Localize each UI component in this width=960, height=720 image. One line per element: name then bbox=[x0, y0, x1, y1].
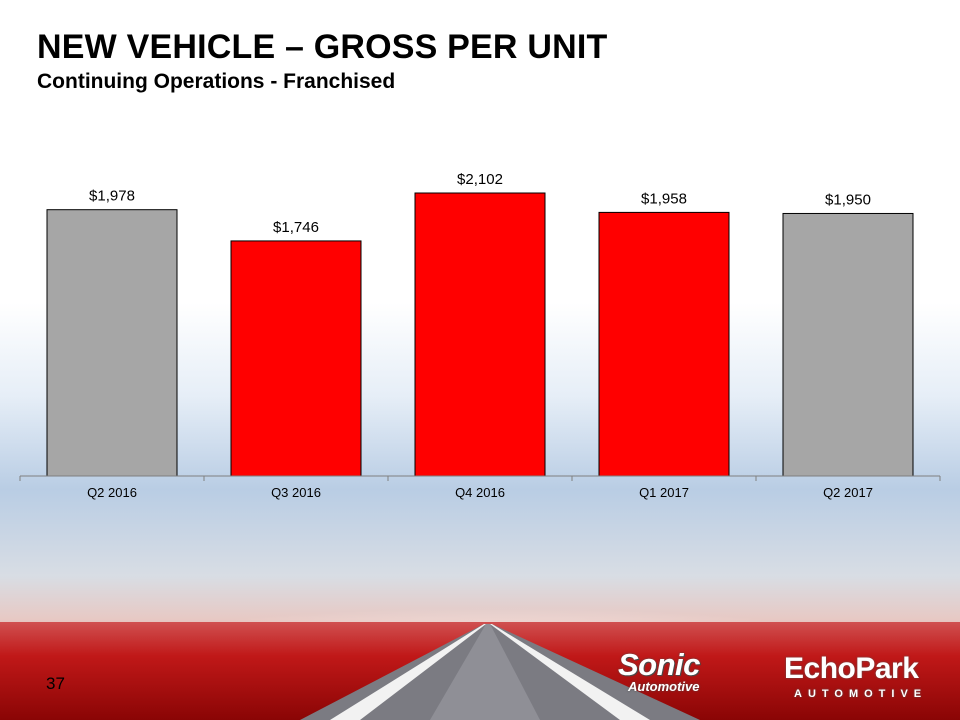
sonic-logo-subtext: Automotive bbox=[628, 679, 700, 694]
x-tick-label: Q2 2016 bbox=[87, 485, 137, 500]
x-tick-label: Q1 2017 bbox=[639, 485, 689, 500]
data-label: $1,950 bbox=[825, 191, 871, 208]
sonic-automotive-logo: Sonic Automotive bbox=[608, 645, 756, 699]
echopark-logo-wordmark: EchoPark bbox=[784, 652, 919, 685]
bar-q1-2017 bbox=[598, 211, 730, 477]
x-tick-label: Q2 2017 bbox=[823, 485, 873, 500]
echopark-logo-subtext: AUTOMOTIVE bbox=[794, 688, 928, 700]
page-subtitle: Continuing Operations - Franchised bbox=[37, 70, 396, 93]
echopark-automotive-logo: EchoPark AUTOMOTIVE bbox=[784, 652, 936, 704]
page-number: 37 bbox=[46, 674, 65, 693]
sonic-logo-wordmark: Sonic bbox=[618, 647, 700, 682]
data-label: $1,978 bbox=[89, 188, 135, 205]
page-title: NEW VEHICLE – GROSS PER UNIT bbox=[37, 28, 608, 66]
bar-q4-2016 bbox=[414, 192, 546, 477]
bar-q2-2017 bbox=[782, 212, 914, 477]
bar-q3-2016 bbox=[230, 240, 362, 477]
data-label: $1,958 bbox=[641, 190, 687, 207]
data-label: $2,102 bbox=[457, 171, 503, 188]
data-label: $1,746 bbox=[273, 219, 319, 236]
x-tick-label: Q4 2016 bbox=[455, 485, 505, 500]
bar-q2-2016 bbox=[46, 209, 178, 477]
x-tick-label: Q3 2016 bbox=[271, 485, 321, 500]
